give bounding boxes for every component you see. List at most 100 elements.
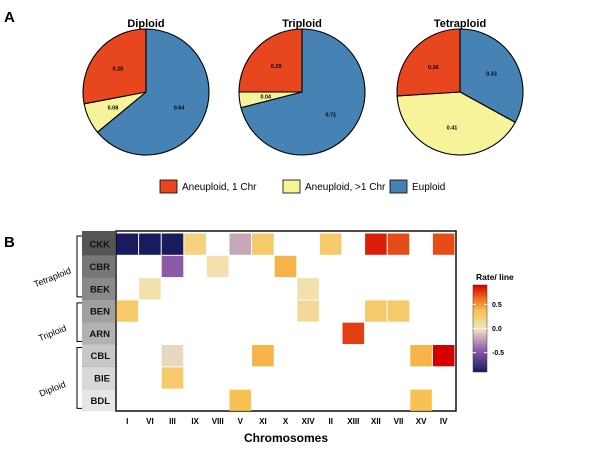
heatmap-cell [252,233,274,255]
row-label-shade [82,322,115,345]
pie-slice [396,28,461,97]
heatmap-cell [342,322,365,344]
panel-b-label: B [4,234,15,251]
legend-item: Aneuploid, >1 Chr [282,179,386,194]
legend-swatch [159,179,178,194]
group-label: Triploid [37,323,68,343]
slice-label: 0.33 [486,71,497,77]
column-label: XV [416,417,427,426]
heatmap-cell [319,233,342,255]
heatmap-cell [432,345,455,367]
heatmap-group-brackets: Tetraploid Triploid Diploid [32,235,82,409]
colorbar-title: Rate/ line [476,272,514,282]
heatmap-cell [139,278,161,300]
heatmap-cell [274,255,297,278]
row-label-shade [82,277,115,300]
group-label: Diploid [38,379,67,399]
legend-swatch [389,179,408,194]
column-label: V [238,417,244,426]
group-bracket-triploid: Triploid [37,302,82,343]
slice-label: 0.08 [108,106,119,112]
column-label: XII [371,417,381,426]
pie-slice [459,28,524,124]
colorbar-tick-label: 0.5 [492,302,502,309]
column-label: III [169,417,176,426]
heatmap-cell [365,300,387,322]
heatmap-cell [252,345,274,367]
row-label-shade [82,366,115,390]
row-label-shade [82,299,115,323]
bracket-line [76,347,82,409]
column-label: XI [259,417,267,426]
row-label-shade [82,255,115,278]
slice-label: 0.25 [271,64,282,70]
row-label: ARN [89,329,110,340]
pie-tetraploid: Tetraploid(27)0.330.410.26 [396,18,524,156]
heatmap-column-labels: I VI III IX VIII V XI X XIV II XIII XII VII XV IV [126,417,448,426]
group-bracket-diploid: Diploid [38,347,82,409]
heatmap-cell [116,300,139,322]
row-label-shade [82,231,115,256]
row-label: CBL [90,351,110,362]
column-label: II [328,417,332,426]
pie-triploid: Triploid(24)0.710.040.25 [238,18,366,156]
row-label: BIE [94,373,110,384]
heatmap-cell [139,233,161,255]
pie-title: Diploid [127,18,164,30]
heatmap-cell [365,233,387,255]
row-label: BDL [90,396,110,407]
slice-label: 0.04 [260,95,272,101]
colorbar: Rate/ line 0.5 0.0 -0.5 [472,272,514,373]
column-label: VIII [212,417,224,426]
pie-charts: Diploid(25)0.640.080.28Triploid(24)0.710… [82,18,524,156]
slice-label: 0.64 [174,106,186,112]
legend-swatch [282,179,301,194]
heatmap-cell [229,389,252,411]
heatmap-cell [432,233,455,255]
row-label: BEN [90,307,110,318]
heatmap-cell [387,300,410,322]
heatmap-cell [410,345,432,367]
legend-label: Aneuploid, >1 Chr [305,182,386,193]
heatmap-cell [161,233,184,255]
pie-title: Tetraploid [434,18,486,30]
pie-slice [240,28,366,156]
row-label-shade [82,344,115,367]
group-label: Tetraploid [32,265,72,289]
pie-slice [238,28,303,93]
column-label: X [283,417,289,426]
column-label: XIV [302,417,316,426]
colorbar-tick-label: 0.0 [492,326,502,333]
column-label: VII [394,417,404,426]
pie-slice [396,91,516,156]
x-axis-title: Chromosomes [244,431,328,445]
heatmap-cell [387,233,410,255]
column-label: VI [146,417,154,426]
heatmap-cell [161,367,184,389]
row-label: CBR [89,262,110,273]
row-label: CKK [89,240,110,251]
heatmap-cell [410,389,432,411]
heatmap-cell [161,255,184,278]
legend-label: Euploid [412,182,445,193]
row-label-shade [82,389,115,412]
heatmap-cells [116,233,455,411]
pie-slice [82,28,147,105]
colorbar-tick-label: -0.5 [492,350,504,357]
pie-diploid: Diploid(25)0.640.080.28 [82,18,210,156]
heatmap-cell [184,233,206,255]
heatmap-cell [297,278,319,300]
slice-label: 0.41 [447,126,458,132]
column-label: XIII [347,417,359,426]
column-label: IX [191,417,199,426]
column-label: IV [440,417,448,426]
slice-label: 0.28 [112,67,123,73]
heatmap-cell [206,255,229,278]
heatmap-cell [116,233,139,255]
group-bracket-tetraploid: Tetraploid [32,235,82,298]
pie-slice [96,28,210,156]
pie-title: Triploid [282,18,322,30]
slice-label: 0.26 [428,65,439,71]
